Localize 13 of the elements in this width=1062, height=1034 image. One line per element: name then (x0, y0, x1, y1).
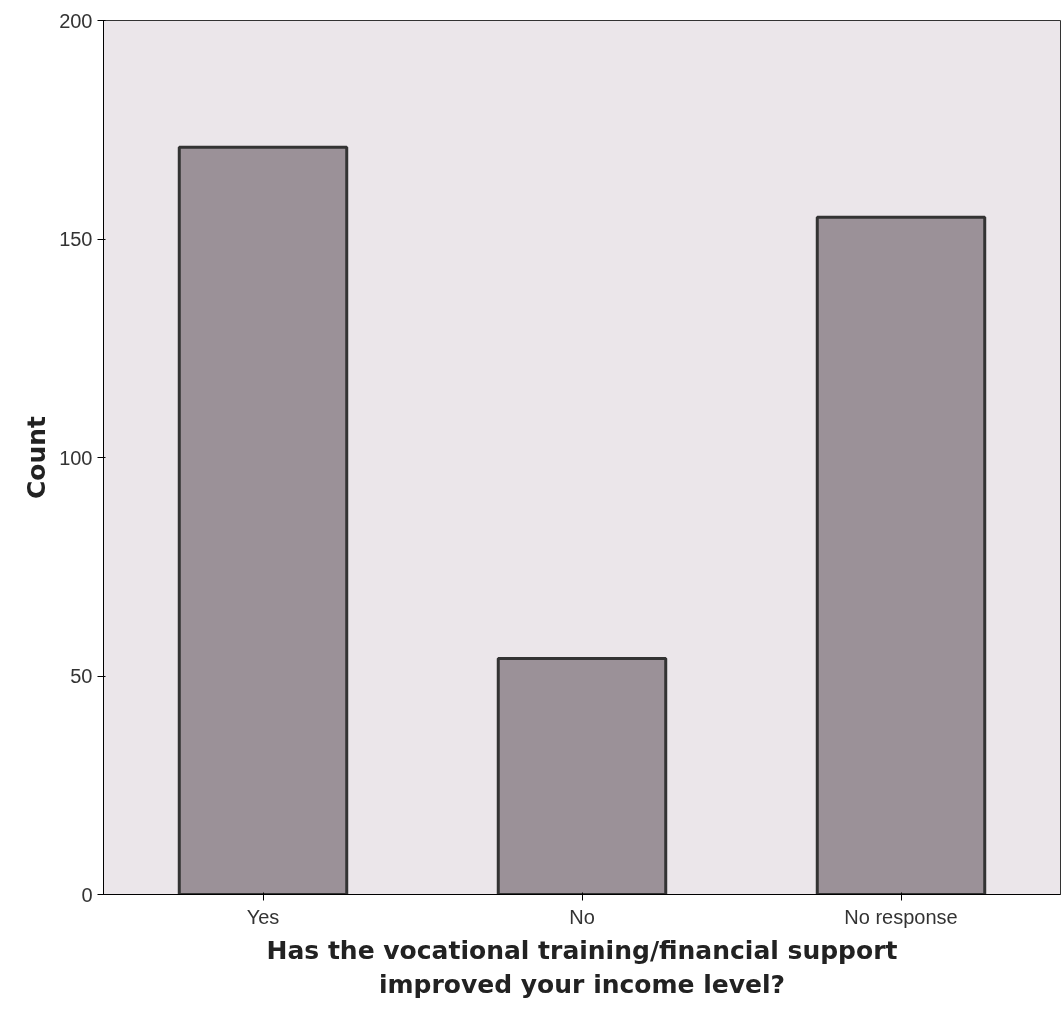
y-axis-title: Count (22, 415, 52, 500)
bar (496, 657, 668, 895)
y-tick-label: 200 (59, 9, 93, 32)
x-tick-label: Yes (246, 905, 280, 928)
x-tick-label: No (569, 905, 595, 928)
x-tick-label: No response (844, 905, 958, 928)
y-tick-label: 0 (81, 883, 93, 906)
y-tick-label: 50 (70, 665, 93, 687)
y-tick-label: 150 (59, 228, 93, 250)
x-axis-title: Has the vocational training/financial support improved your income level? (266, 935, 898, 1000)
bar (815, 215, 987, 895)
y-tick-label: 100 (59, 446, 93, 469)
bar (177, 145, 349, 895)
